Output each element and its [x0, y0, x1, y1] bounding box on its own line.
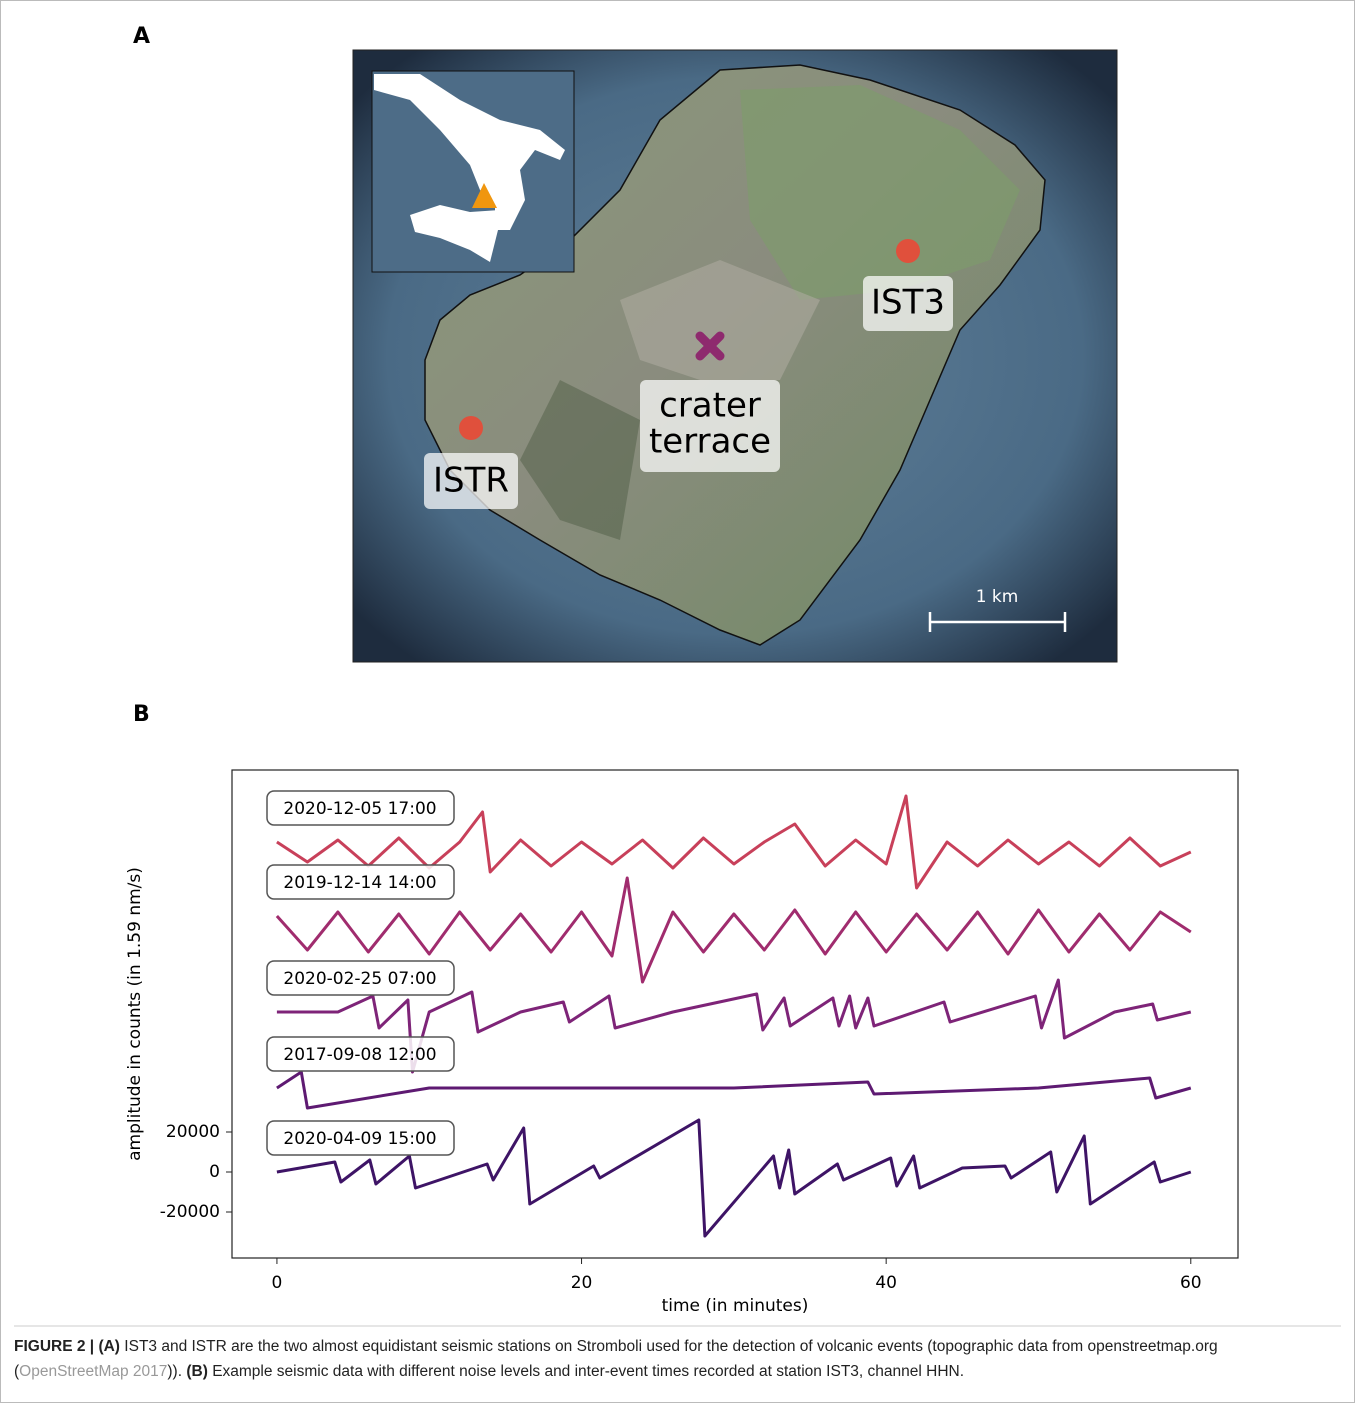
x-tick-label: 40 [875, 1273, 897, 1293]
inset-marker [472, 183, 497, 208]
legend-box [266, 1036, 455, 1072]
summit-area [620, 260, 820, 380]
trace [276, 978, 1192, 1074]
plot-area [231, 769, 1239, 1259]
y-tick-label: -20000 [160, 1202, 220, 1222]
map: IST3 ISTR crater terrace 1 km [352, 49, 1118, 663]
legend-box [266, 790, 455, 826]
legend-label: 2017-09-08 12:00 [283, 1045, 436, 1065]
panel-label: B [133, 702, 150, 727]
station-label: IST3 [871, 283, 945, 323]
y-tick-label: 0 [209, 1162, 220, 1182]
panel-label: A [133, 24, 150, 49]
caption-panel-label: (B) [186, 1363, 208, 1380]
crater-marker [695, 331, 725, 361]
x-axis-label: time (in minutes) [662, 1296, 809, 1316]
trace [275, 876, 1192, 984]
reference-link[interactable]: OpenStreetMap 2017 [19, 1363, 168, 1380]
scale-label: 1 km [976, 587, 1019, 607]
y-axis-label: amplitude in counts (in 1.59 nm/s) [125, 867, 145, 1161]
x-tick-label: 60 [1180, 1273, 1202, 1293]
station-marker [459, 416, 483, 440]
x-tick-label: 0 [272, 1273, 283, 1293]
legend-label: 2020-04-09 15:00 [283, 1129, 436, 1149]
legend-label: 2019-12-14 14:00 [283, 873, 436, 893]
figure-label: FIGURE 2 | [14, 1338, 95, 1355]
caption: FIGURE 2 | (A) IST3 and ISTR are the two… [14, 1334, 1334, 1384]
scale-bar [928, 612, 1067, 632]
label-box [640, 380, 780, 472]
caption-panel-label: (A) [98, 1338, 120, 1355]
trace [276, 794, 1192, 890]
inset-land [374, 74, 565, 230]
legend-box [266, 1120, 455, 1156]
caption-text: )). [167, 1363, 183, 1380]
ridge-shadow [520, 380, 640, 540]
inset-island [410, 205, 500, 262]
crater-label: terrace [649, 422, 771, 462]
legend-box [266, 960, 455, 996]
label-box [863, 276, 953, 331]
chart: 0 20 40 60 -20000 0 20000 time (in minutes) ampl… [125, 769, 1239, 1316]
caption-text: IST3 and ISTR are the two almost equidis… [14, 1338, 1218, 1380]
caption-text: Example seismic data with different nois… [212, 1363, 965, 1380]
legend-label: 2020-02-25 07:00 [283, 969, 436, 989]
station-marker [896, 239, 920, 263]
trace [276, 1070, 1192, 1110]
trace [276, 1118, 1192, 1238]
legend-box [266, 864, 455, 900]
y-tick-label: 20000 [166, 1122, 220, 1142]
crater-label: crater [659, 386, 761, 426]
x-tick-label: 20 [571, 1273, 593, 1293]
vegetation [740, 85, 1020, 300]
label-box [424, 453, 518, 509]
legend-label: 2020-12-05 17:00 [283, 799, 436, 819]
station-label: ISTR [433, 461, 509, 501]
